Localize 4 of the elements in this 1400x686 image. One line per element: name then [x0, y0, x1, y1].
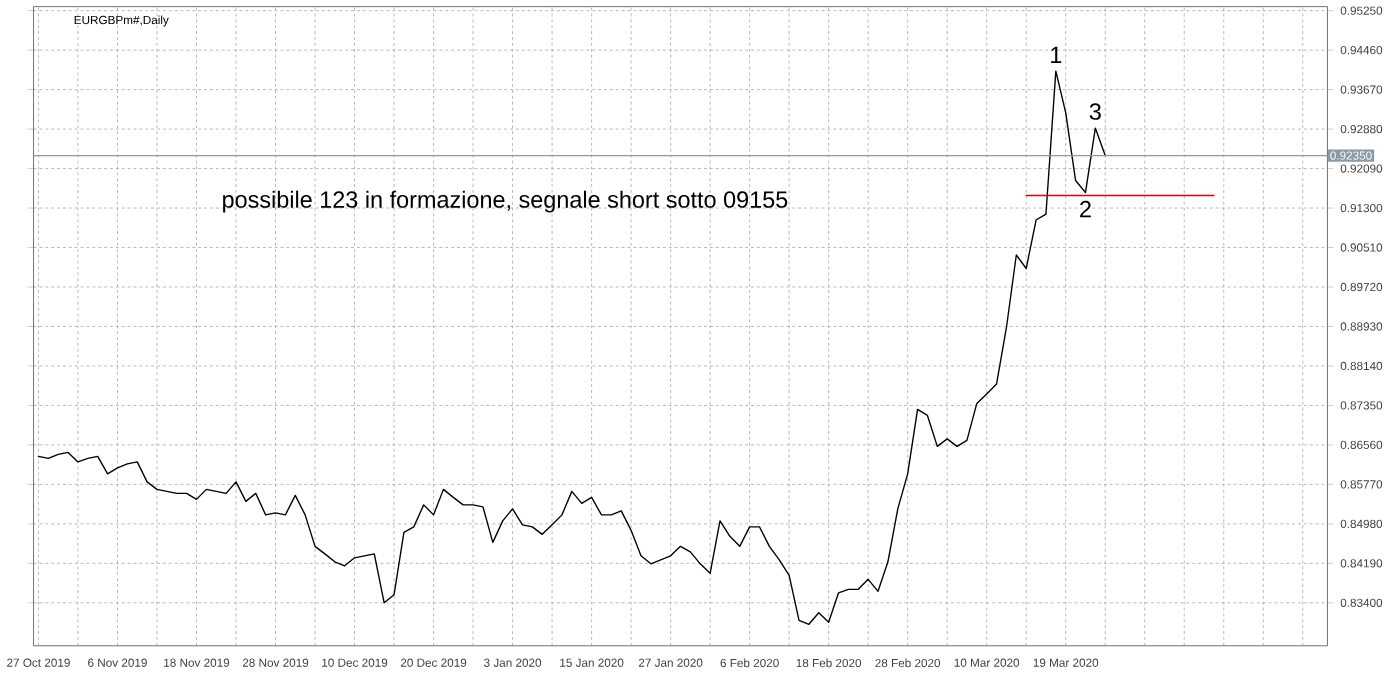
- annotation: 1: [1051, 47, 1062, 64]
- annotation: 2: [1080, 201, 1091, 218]
- annotation: possibile 123 in formazione, segnale short sotto 09155: [223, 191, 788, 214]
- annotation: 3: [1089, 103, 1101, 121]
